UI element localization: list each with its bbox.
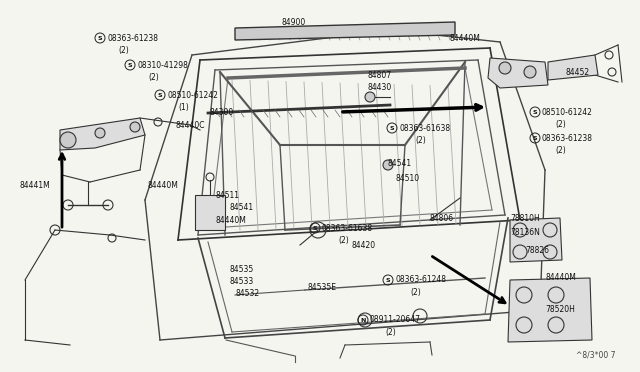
Circle shape: [499, 62, 511, 74]
Text: (2): (2): [415, 135, 426, 144]
Text: (2): (2): [148, 73, 159, 81]
Text: 84532: 84532: [235, 289, 259, 298]
Text: S: S: [313, 225, 317, 231]
Text: 84440M: 84440M: [215, 215, 246, 224]
Polygon shape: [488, 58, 548, 88]
Text: 84440M: 84440M: [450, 33, 481, 42]
Text: (1): (1): [178, 103, 189, 112]
Text: 84420: 84420: [352, 241, 376, 250]
Text: 84511: 84511: [215, 190, 239, 199]
Text: S: S: [532, 135, 538, 141]
Text: N: N: [360, 317, 365, 323]
Polygon shape: [510, 218, 562, 262]
Text: S: S: [157, 93, 163, 97]
Text: (2): (2): [338, 235, 349, 244]
Circle shape: [383, 160, 393, 170]
Text: 84441M: 84441M: [20, 180, 51, 189]
Text: (2): (2): [385, 327, 396, 337]
Text: 84807: 84807: [368, 71, 392, 80]
Text: 84541: 84541: [388, 158, 412, 167]
Text: S: S: [532, 109, 538, 115]
Circle shape: [365, 92, 375, 102]
Polygon shape: [548, 55, 598, 80]
Text: (2): (2): [118, 45, 129, 55]
Text: 84440M: 84440M: [545, 273, 576, 282]
Text: (2): (2): [555, 145, 566, 154]
Polygon shape: [508, 278, 592, 342]
Text: ^8/3*00 7: ^8/3*00 7: [575, 351, 615, 360]
Text: 84510: 84510: [395, 173, 419, 183]
Polygon shape: [235, 22, 455, 40]
Text: 84440M: 84440M: [148, 180, 179, 189]
Text: 08363-61638: 08363-61638: [399, 124, 450, 132]
Text: 08911-20647: 08911-20647: [370, 315, 421, 324]
Text: (2): (2): [410, 288, 420, 296]
Circle shape: [95, 128, 105, 138]
Text: 08510-61242: 08510-61242: [167, 90, 218, 99]
Text: S: S: [98, 35, 102, 41]
Text: 08363-61638: 08363-61638: [322, 224, 373, 232]
Text: S: S: [128, 62, 132, 67]
Text: 78826: 78826: [525, 246, 549, 254]
Text: 84806: 84806: [430, 214, 454, 222]
Text: (2): (2): [555, 119, 566, 128]
Text: 78136N: 78136N: [510, 228, 540, 237]
Bar: [195, 195, 225, 230]
Text: 78520H: 78520H: [545, 305, 575, 314]
Text: 84430: 84430: [368, 83, 392, 92]
Text: 84541: 84541: [230, 202, 254, 212]
Text: 08510-61242: 08510-61242: [542, 108, 593, 116]
Text: 84452: 84452: [565, 67, 589, 77]
Circle shape: [60, 132, 76, 148]
Text: 84440C: 84440C: [175, 121, 205, 129]
Text: 84900: 84900: [282, 17, 307, 26]
Circle shape: [524, 66, 536, 78]
Text: S: S: [390, 125, 394, 131]
Text: 08363-61238: 08363-61238: [542, 134, 593, 142]
Text: 78810H: 78810H: [510, 214, 540, 222]
Text: 84535E: 84535E: [308, 283, 337, 292]
Text: 84300: 84300: [210, 108, 234, 116]
Text: 08363-61248: 08363-61248: [395, 276, 446, 285]
Text: 84535: 84535: [230, 266, 254, 275]
Text: 84533: 84533: [230, 278, 254, 286]
Text: 08363-61238: 08363-61238: [107, 33, 158, 42]
Polygon shape: [60, 118, 145, 150]
Circle shape: [130, 122, 140, 132]
Text: S: S: [386, 278, 390, 282]
Text: 08310-41298: 08310-41298: [137, 61, 188, 70]
